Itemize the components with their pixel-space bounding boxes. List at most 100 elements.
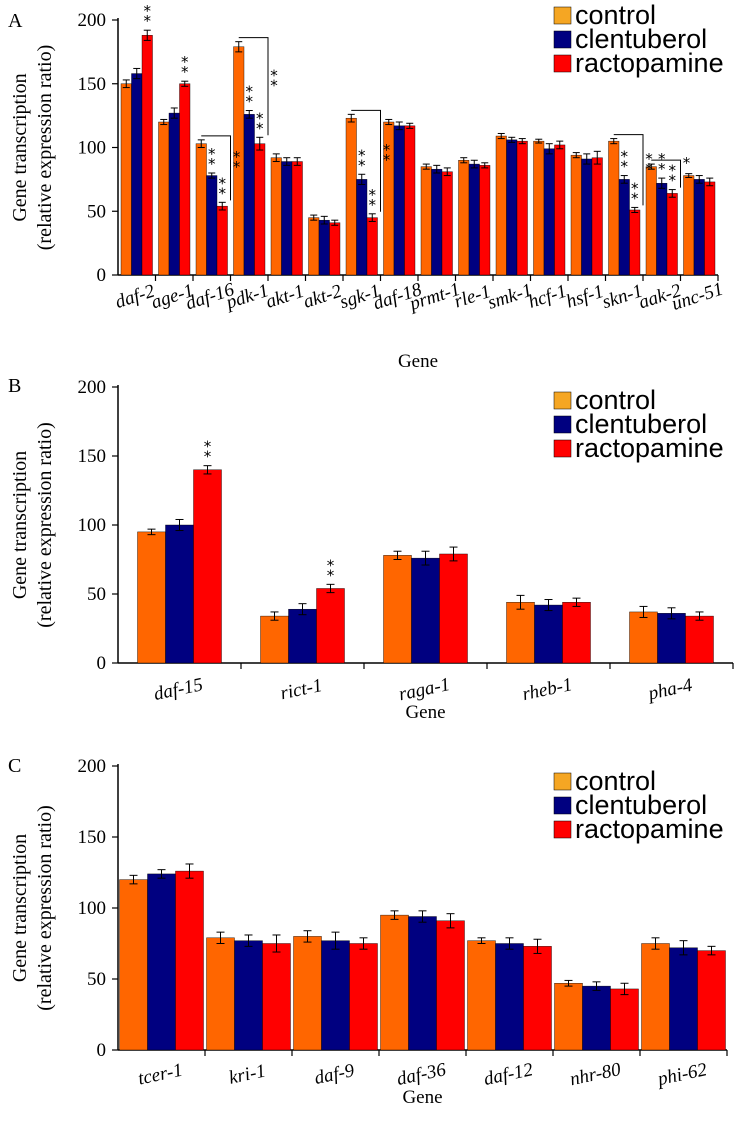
- bar-ractopamine: [262, 943, 291, 1051]
- significance-marker: *: [621, 158, 629, 176]
- y-tick-label: 100: [78, 898, 107, 919]
- significance-marker: *: [246, 93, 254, 111]
- legend-label-ractopamine: ractopamine: [575, 433, 724, 463]
- significance-bracket: [201, 135, 231, 201]
- significance-marker: *: [327, 566, 335, 584]
- bar-ractopamine: [216, 205, 228, 276]
- bar-ractopamine: [316, 588, 345, 664]
- significance-marker: *: [181, 63, 189, 81]
- significance-marker: *: [669, 162, 677, 180]
- bar-control: [345, 117, 357, 276]
- y-axis-label-line2: (relative expression ratio): [34, 422, 56, 627]
- x-tick-label: akt-1: [263, 281, 307, 313]
- x-tick-label: nhr-80: [568, 1059, 623, 1090]
- x-tick-label: pha-4: [645, 675, 695, 705]
- legend-swatch-clentuberol: [553, 415, 572, 434]
- bar-control: [641, 943, 670, 1051]
- significance-marker: *: [219, 174, 227, 192]
- significance-marker: *: [358, 156, 366, 174]
- significance-marker: *: [645, 160, 653, 178]
- bar-clentuberol: [669, 947, 698, 1051]
- y-tick-label: 150: [78, 446, 107, 467]
- legend-swatch-ractopamine: [553, 820, 572, 839]
- y-tick-label: 150: [78, 74, 107, 95]
- x-tick-label: daf-9: [313, 1060, 357, 1089]
- significance-marker: *: [369, 186, 377, 204]
- significance-marker: *: [204, 438, 212, 456]
- y-axis-label-line2: (relative expression ratio): [34, 45, 56, 250]
- bar-ractopamine: [404, 125, 416, 276]
- y-tick-label: 200: [78, 756, 107, 777]
- bar-clentuberol: [582, 985, 611, 1051]
- y-tick-label: 0: [97, 653, 107, 674]
- significance-marker: *: [631, 189, 639, 207]
- legend-label-control: control: [575, 0, 656, 30]
- x-axis-label: Gene: [398, 351, 438, 372]
- chart-panel-A: A Gene transcription (relative expression …: [8, 0, 726, 372]
- bar-control: [270, 157, 282, 276]
- significance-marker: *: [369, 196, 377, 214]
- significance-marker: *: [233, 148, 241, 166]
- significance-marker: *: [327, 556, 335, 574]
- bar-clentuberol: [234, 940, 263, 1051]
- significance-marker: *: [270, 66, 278, 84]
- bar-clentuberol: [131, 73, 143, 276]
- legend-swatch-ractopamine: [553, 439, 572, 458]
- bar-control: [608, 140, 620, 276]
- bar-ractopamine: [562, 602, 591, 664]
- x-tick-label: phi-62: [654, 1059, 709, 1090]
- significance-marker: *: [383, 151, 391, 169]
- x-tick-label: daf-12: [482, 1059, 535, 1090]
- bar-ractopamine: [591, 157, 603, 276]
- bar-clentuberol: [495, 943, 524, 1051]
- bar-control: [137, 531, 166, 664]
- bar-ractopamine: [441, 171, 453, 276]
- bar-control: [506, 602, 535, 664]
- bar-clentuberol: [534, 604, 563, 664]
- significance-marker: *: [645, 150, 653, 168]
- x-tick-label: daf-36: [395, 1059, 448, 1090]
- bar-control: [195, 143, 207, 276]
- bar-clentuberol: [147, 873, 176, 1051]
- bar-ractopamine: [554, 144, 566, 276]
- y-tick-label: 50: [87, 201, 106, 222]
- legend-swatch-control: [553, 391, 572, 410]
- bar-ractopamine: [349, 943, 378, 1051]
- bar-control: [260, 615, 289, 664]
- bar-ractopamine: [629, 209, 641, 276]
- significance-marker: *: [144, 2, 152, 20]
- bar-clentuberol: [506, 139, 518, 276]
- bar-control: [645, 166, 657, 276]
- x-tick-label: kri-1: [227, 1061, 267, 1089]
- significance-marker: *: [219, 184, 227, 202]
- bar-ractopamine: [439, 553, 468, 664]
- significance-marker: *: [270, 76, 278, 94]
- bar-clentuberol: [581, 158, 593, 276]
- bar-clentuberol: [468, 163, 480, 276]
- bar-ractopamine: [697, 950, 726, 1051]
- bar-control: [554, 983, 583, 1051]
- bar-ractopamine: [254, 143, 266, 276]
- bar-ractopamine: [175, 870, 204, 1051]
- significance-marker: *: [658, 160, 666, 178]
- legend-label-control: control: [575, 766, 656, 796]
- y-tick-label: 0: [97, 1040, 107, 1061]
- y-axis-label-line1: Gene transcription: [9, 451, 31, 599]
- significance-bracket: [613, 134, 644, 206]
- panel-label: A: [8, 10, 23, 32]
- significance-marker: *: [669, 172, 677, 190]
- x-axis-label: Gene: [405, 702, 445, 723]
- y-tick-label: 0: [97, 265, 107, 286]
- bar-clentuberol: [206, 175, 218, 276]
- bar-ractopamine: [179, 83, 191, 276]
- x-axis-label: Gene: [402, 1087, 442, 1108]
- bar-clentuberol: [411, 557, 440, 664]
- significance-marker: *: [233, 158, 241, 176]
- bar-ractopamine: [610, 988, 639, 1051]
- bar-control: [629, 611, 658, 664]
- x-tick-label: rheb-1: [521, 674, 575, 705]
- bar-clentuberol: [321, 940, 350, 1051]
- x-tick-label: rict-1: [279, 675, 325, 704]
- legend-swatch-control: [553, 6, 572, 25]
